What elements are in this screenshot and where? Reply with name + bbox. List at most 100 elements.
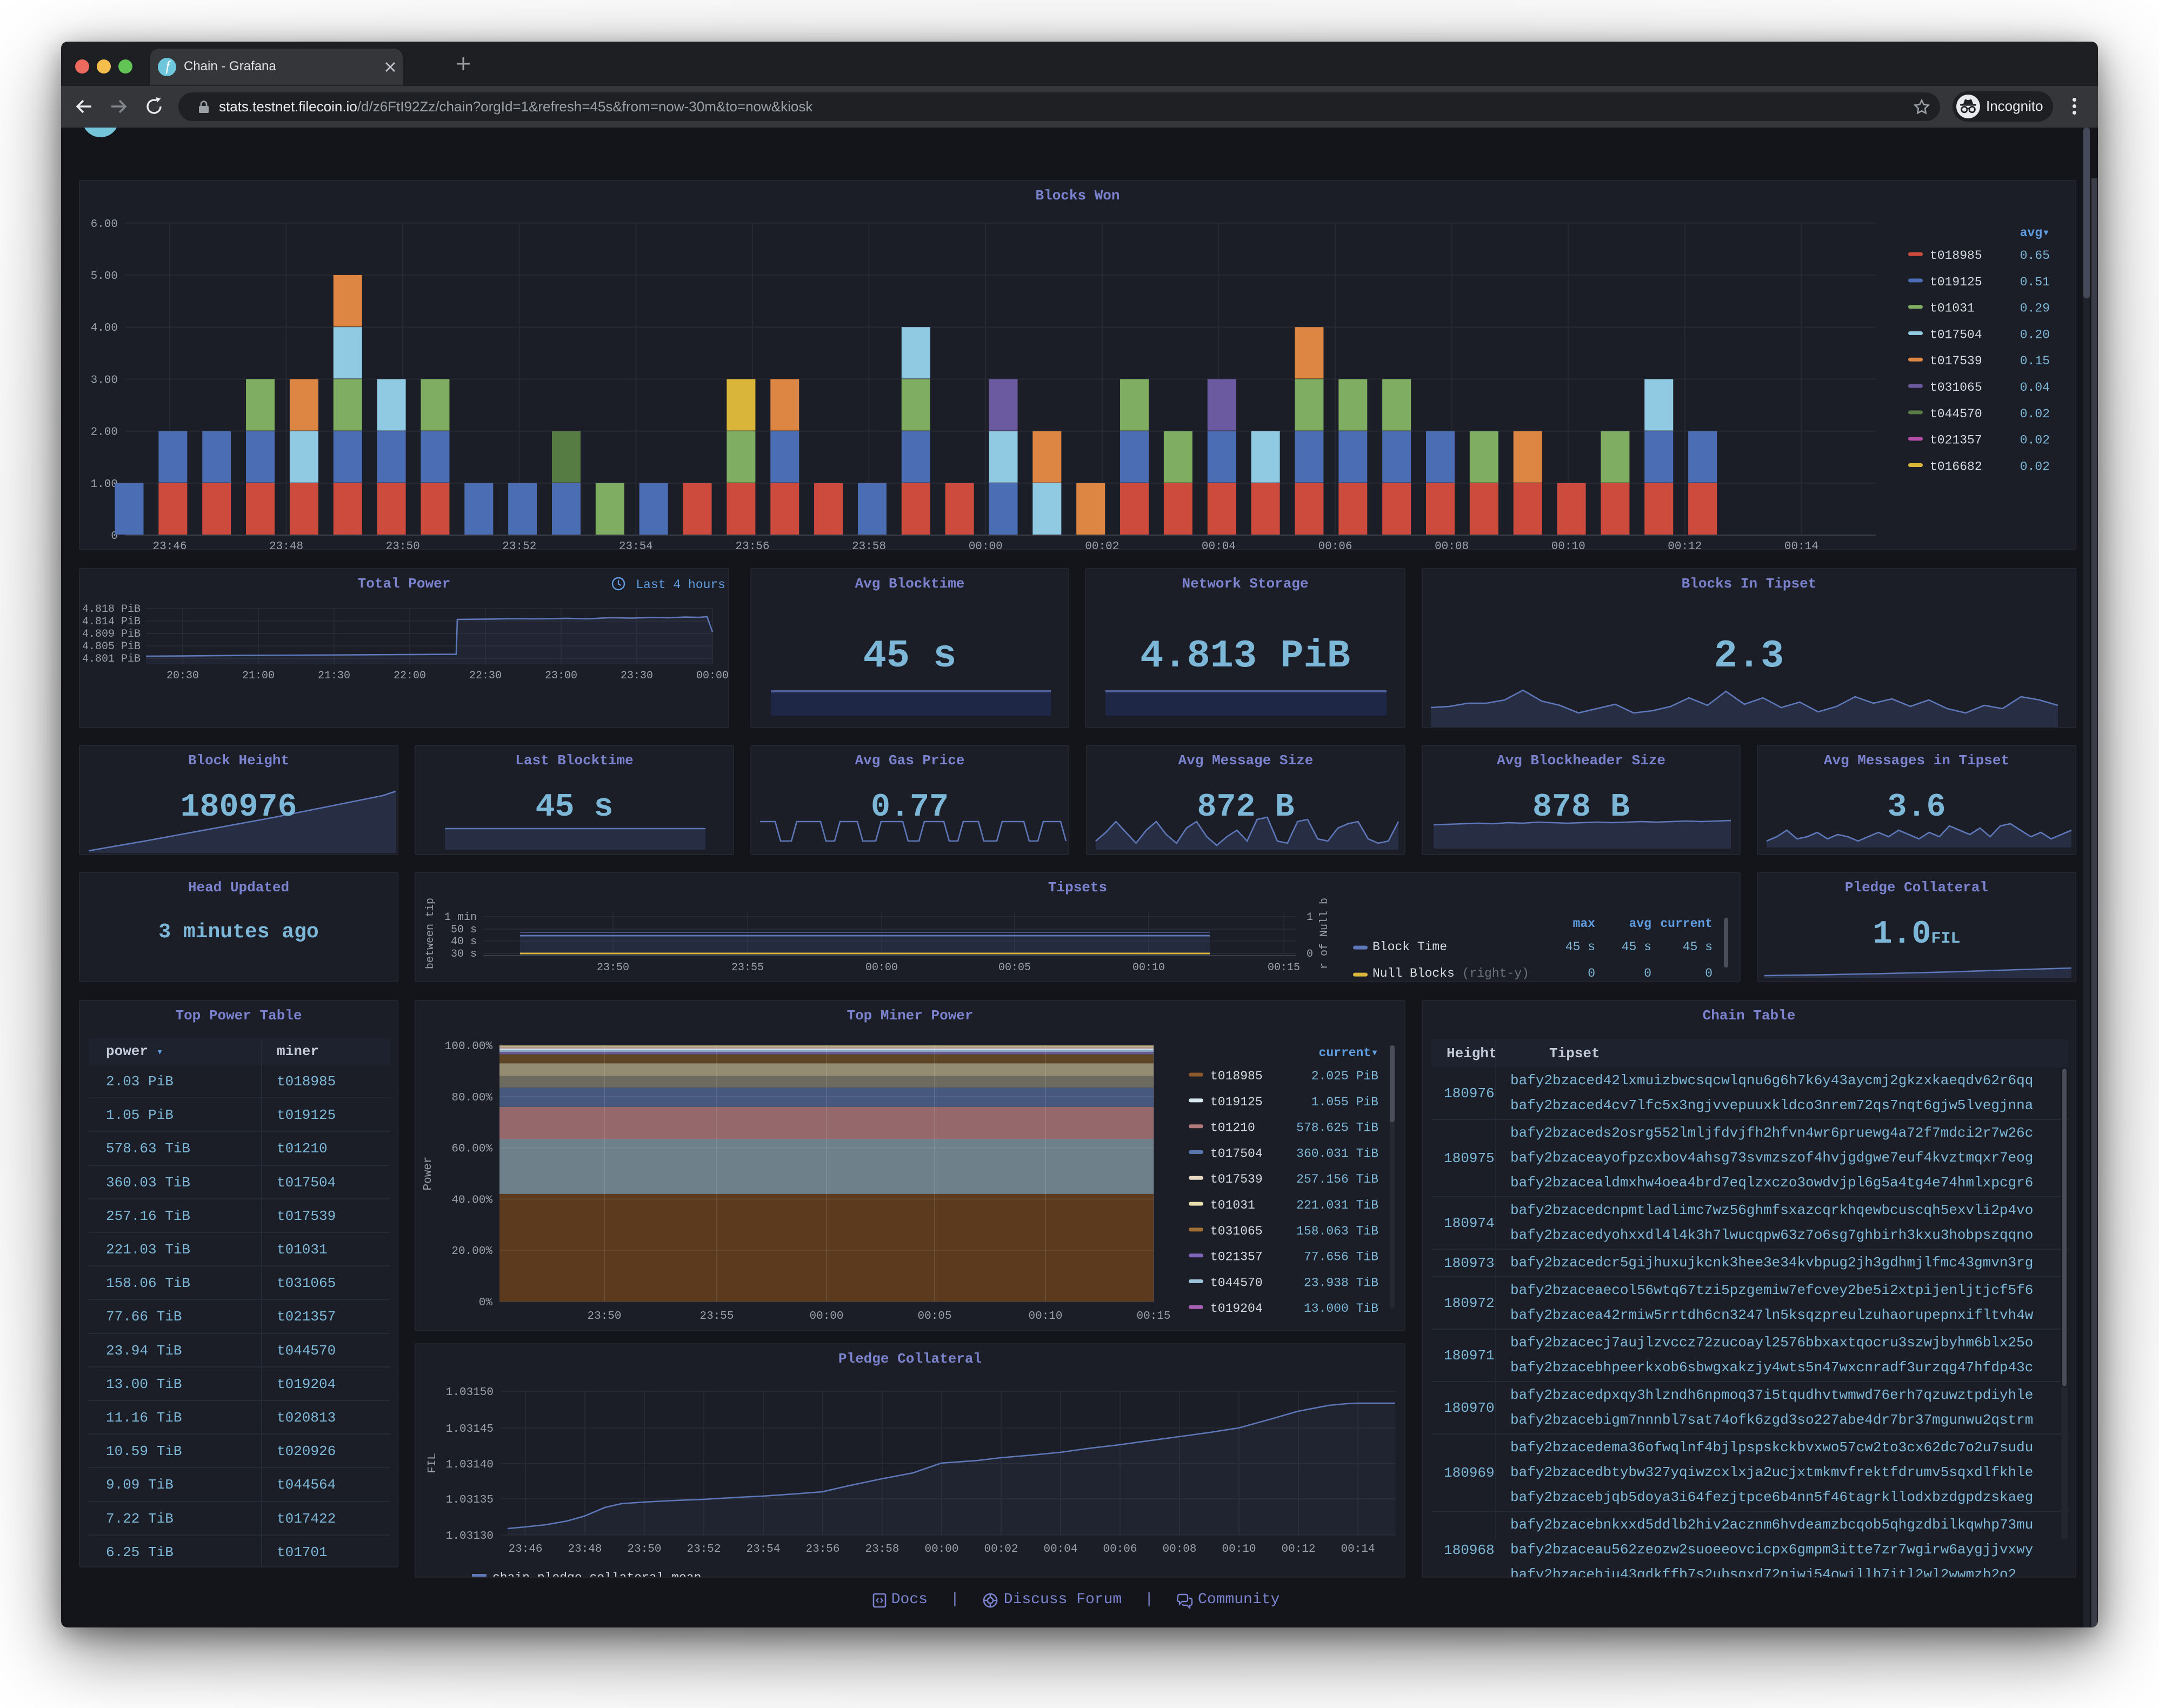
svg-text:00:14: 00:14 xyxy=(1341,1543,1375,1556)
svg-text:Power: Power xyxy=(422,1156,435,1190)
svg-text:77.656 TiB: 77.656 TiB xyxy=(1304,1250,1378,1264)
svg-text:00:00: 00:00 xyxy=(696,670,729,682)
svg-text:t01210: t01210 xyxy=(1210,1121,1255,1135)
svg-text:t044570: t044570 xyxy=(1930,407,1982,421)
svg-text:0.02: 0.02 xyxy=(2020,459,2050,473)
svg-text:221.031 TiB: 221.031 TiB xyxy=(1296,1198,1378,1212)
svg-text:23:46: 23:46 xyxy=(508,1543,542,1556)
svg-text:00:10: 00:10 xyxy=(1028,1310,1062,1323)
svg-text:23:48: 23:48 xyxy=(269,541,303,550)
svg-text:23:58: 23:58 xyxy=(865,1543,899,1556)
svg-text:00:14: 00:14 xyxy=(1784,541,1818,550)
svg-text:00:04: 00:04 xyxy=(1202,541,1236,550)
svg-text:45 s: 45 s xyxy=(1683,940,1712,954)
svg-text:00:15: 00:15 xyxy=(1136,1310,1170,1323)
svg-text:1.03130: 1.03130 xyxy=(446,1530,494,1543)
svg-text:40 s: 40 s xyxy=(451,936,477,948)
svg-text:0.65: 0.65 xyxy=(2020,249,2050,263)
svg-text:00:05: 00:05 xyxy=(998,962,1031,974)
svg-text:45 s: 45 s xyxy=(1565,940,1595,954)
svg-text:00:12: 00:12 xyxy=(1668,541,1702,550)
svg-text:00:00: 00:00 xyxy=(924,1543,958,1556)
svg-text:t017539: t017539 xyxy=(1930,354,1982,368)
svg-text:4.809 PiB: 4.809 PiB xyxy=(82,628,141,640)
svg-text:0.15: 0.15 xyxy=(2020,354,2050,368)
svg-text:t019125: t019125 xyxy=(1210,1095,1263,1109)
svg-text:100.00%: 100.00% xyxy=(445,1040,493,1053)
svg-text:2.025 PiB: 2.025 PiB xyxy=(1311,1069,1378,1083)
svg-text:23:00: 23:00 xyxy=(545,670,577,682)
svg-text:t017539: t017539 xyxy=(1210,1172,1263,1186)
svg-text:23:48: 23:48 xyxy=(568,1543,602,1556)
svg-text:21:30: 21:30 xyxy=(318,670,350,682)
svg-text:1.03150: 1.03150 xyxy=(446,1386,494,1399)
svg-text:22:30: 22:30 xyxy=(469,670,502,682)
svg-text:360.031 TiB: 360.031 TiB xyxy=(1296,1146,1378,1160)
svg-text:4.00: 4.00 xyxy=(91,322,118,335)
svg-text:00:12: 00:12 xyxy=(1281,1543,1315,1556)
svg-text:23:58: 23:58 xyxy=(852,541,886,550)
svg-text:current▾: current▾ xyxy=(1319,1046,1378,1060)
svg-text:Block Time: Block Time xyxy=(1372,940,1447,954)
svg-text:current: current xyxy=(1660,917,1712,931)
svg-text:1 min: 1 min xyxy=(444,911,477,924)
svg-text:6.00: 6.00 xyxy=(91,218,118,231)
svg-text:4.805 PiB: 4.805 PiB xyxy=(82,640,141,653)
svg-text:between tip: between tip xyxy=(424,898,437,969)
svg-text:00:15: 00:15 xyxy=(1268,962,1300,974)
svg-text:0: 0 xyxy=(1588,966,1595,980)
svg-text:t044570: t044570 xyxy=(1210,1276,1263,1290)
svg-text:23:50: 23:50 xyxy=(627,1543,661,1556)
svg-text:23:55: 23:55 xyxy=(699,1310,734,1323)
svg-text:00:10: 00:10 xyxy=(1551,541,1585,550)
svg-text:23:56: 23:56 xyxy=(805,1543,839,1556)
svg-text:23:50: 23:50 xyxy=(587,1310,621,1323)
svg-text:1.055 PiB: 1.055 PiB xyxy=(1311,1095,1378,1109)
svg-text:257.156 TiB: 257.156 TiB xyxy=(1296,1172,1378,1186)
svg-text:00:00: 00:00 xyxy=(809,1310,843,1323)
svg-text:0: 0 xyxy=(1644,966,1651,980)
svg-text:00:06: 00:06 xyxy=(1318,541,1352,550)
svg-text:30 s: 30 s xyxy=(451,948,477,960)
svg-text:t031065: t031065 xyxy=(1210,1224,1263,1238)
svg-text:13.000 TiB: 13.000 TiB xyxy=(1304,1302,1378,1316)
svg-text:0.04: 0.04 xyxy=(2020,381,2050,395)
svg-text:t016682: t016682 xyxy=(1930,459,1982,473)
svg-text:2.00: 2.00 xyxy=(91,426,118,439)
svg-text:t021357: t021357 xyxy=(1210,1250,1263,1264)
svg-text:60.00%: 60.00% xyxy=(451,1143,492,1156)
svg-text:23:30: 23:30 xyxy=(621,670,653,682)
svg-text:Null Blocks (right-y): Null Blocks (right-y) xyxy=(1372,966,1529,980)
svg-text:578.625 TiB: 578.625 TiB xyxy=(1296,1121,1378,1135)
svg-text:1: 1 xyxy=(1307,911,1313,924)
svg-text:t017504: t017504 xyxy=(1930,328,1982,342)
svg-text:00:10: 00:10 xyxy=(1132,962,1165,974)
svg-text:0.02: 0.02 xyxy=(2020,407,2050,421)
svg-text:23.938 TiB: 23.938 TiB xyxy=(1304,1276,1378,1290)
svg-text:00:00: 00:00 xyxy=(969,541,1003,550)
svg-text:00:00: 00:00 xyxy=(865,962,898,974)
svg-text:t018985: t018985 xyxy=(1930,249,1982,263)
svg-text:max: max xyxy=(1573,917,1596,931)
svg-text:1.03140: 1.03140 xyxy=(446,1459,494,1471)
svg-text:23:56: 23:56 xyxy=(735,541,769,550)
svg-text:40.00%: 40.00% xyxy=(451,1194,492,1206)
svg-text:0.51: 0.51 xyxy=(2020,275,2050,289)
svg-text:1.00: 1.00 xyxy=(91,478,118,491)
svg-text:22:00: 22:00 xyxy=(394,670,426,682)
svg-text:t017504: t017504 xyxy=(1210,1146,1263,1160)
svg-text:20.00%: 20.00% xyxy=(451,1245,492,1258)
svg-text:0%: 0% xyxy=(479,1297,493,1309)
svg-text:chain pledge collateral mean: chain pledge collateral mean xyxy=(492,1571,701,1578)
svg-text:3.00: 3.00 xyxy=(91,374,118,386)
svg-text:23:55: 23:55 xyxy=(731,962,764,974)
svg-text:t019125: t019125 xyxy=(1930,275,1982,289)
svg-text:00:08: 00:08 xyxy=(1435,541,1469,550)
svg-text:80.00%: 80.00% xyxy=(451,1092,492,1104)
svg-text:23:52: 23:52 xyxy=(687,1543,721,1556)
svg-text:23:54: 23:54 xyxy=(619,541,653,550)
svg-text:00:05: 00:05 xyxy=(917,1310,951,1323)
svg-text:00:08: 00:08 xyxy=(1162,1543,1196,1556)
svg-text:0: 0 xyxy=(1307,948,1313,960)
svg-text:Last 4 hours: Last 4 hours xyxy=(636,578,725,592)
